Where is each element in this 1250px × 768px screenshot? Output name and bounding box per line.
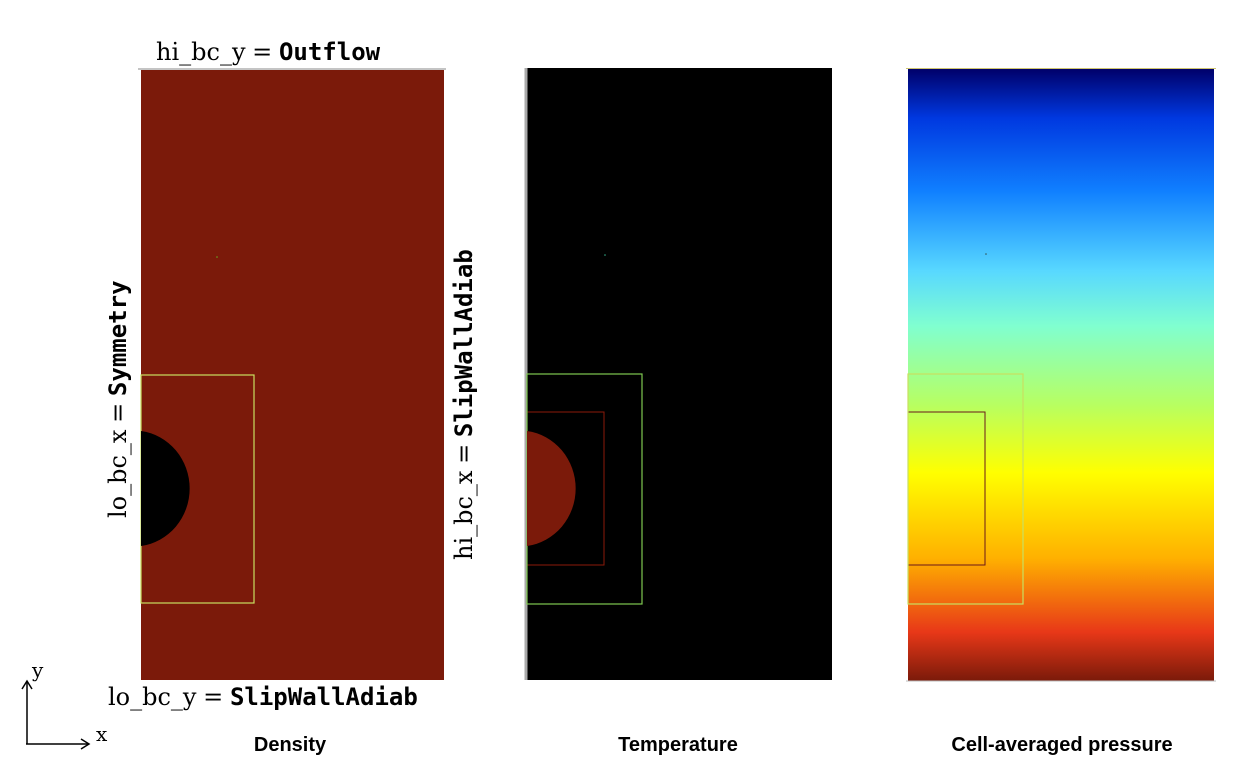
hi-bc-x-name: hi_bc_x <box>450 470 478 560</box>
density-panel <box>138 68 446 680</box>
lo-bc-x-label: lo_bc_x = Symmetry <box>104 280 133 518</box>
hi-bc-y-eq: = <box>252 38 273 66</box>
pressure-outer-box <box>907 373 1024 605</box>
lo-bc-y-value: SlipWallAdiab <box>229 683 418 711</box>
pressure-field <box>908 69 1214 681</box>
temperature-caption: Temperature <box>618 734 738 756</box>
hi-bc-x-label: hi_bc_x = SlipWallAdiab <box>450 249 479 560</box>
lo-bc-x-eq: = <box>104 402 132 423</box>
y-axis-label: y <box>32 658 44 682</box>
hi-bc-y-label: hi_bc_y = Outflow <box>156 38 380 67</box>
x-axis-label: x <box>96 722 108 746</box>
pressure-caption: Cell-averaged pressure <box>951 734 1173 756</box>
pressure-panel <box>906 68 1216 682</box>
axes-indicator <box>21 679 91 750</box>
hi-bc-x-eq: = <box>450 443 478 464</box>
lo-bc-x-value: Symmetry <box>104 280 132 397</box>
hi-bc-y-name: hi_bc_y <box>156 38 246 66</box>
lo-bc-y-name: lo_bc_y <box>108 683 197 711</box>
hi-bc-y-value: Outflow <box>278 38 381 66</box>
lo-bc-x-name: lo_bc_x <box>104 429 132 518</box>
lo-bc-y-label: lo_bc_y = SlipWallAdiab <box>108 683 418 712</box>
temperature-panel <box>524 68 832 680</box>
density-caption: Density <box>253 734 327 756</box>
hi-bc-x-value: SlipWallAdiab <box>450 249 478 438</box>
lo-bc-y-eq: = <box>203 683 224 711</box>
temperature-cylinder <box>527 431 576 546</box>
density-cylinder <box>141 431 190 546</box>
